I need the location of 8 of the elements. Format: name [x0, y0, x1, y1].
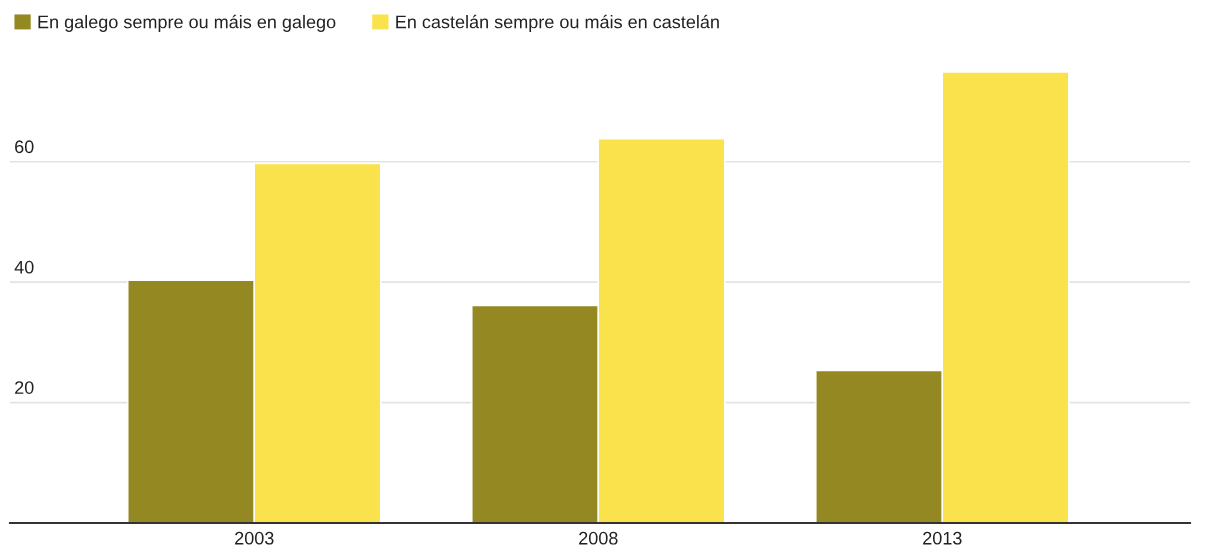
x-tick-label: 2008	[579, 531, 618, 545]
x-tick-label: 2003	[235, 531, 274, 545]
legend-label: En castelán sempre ou máis en castelán	[396, 14, 719, 32]
y-tick-label: 40	[14, 260, 34, 274]
x-tick-label: 2013	[923, 531, 962, 545]
y-tick-label: 20	[15, 381, 34, 394]
legend-label: En galego sempre ou máis en galego	[38, 14, 336, 32]
y-tick-label: 60	[15, 140, 34, 154]
